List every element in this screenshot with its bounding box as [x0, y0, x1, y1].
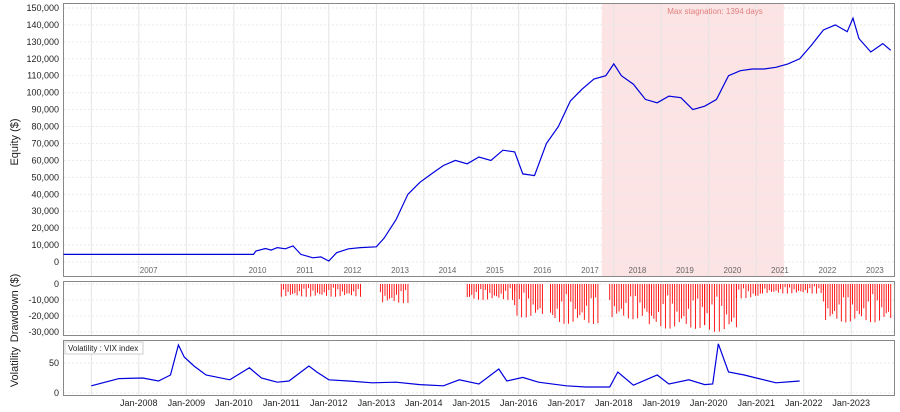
- x-tick-label: Jan-2020: [690, 398, 728, 408]
- year-label: 2019: [676, 266, 694, 275]
- year-label: 2021: [771, 266, 789, 275]
- x-tick-label: Jan-2013: [358, 398, 396, 408]
- volatility-axis-title: Volatility: [9, 346, 21, 387]
- drawdown-tick-label: -20,000: [28, 311, 59, 321]
- x-tick-label: Jan-2014: [405, 398, 443, 408]
- equity-tick-label: 110,000: [27, 71, 59, 81]
- drawdown-tick-label: -10,000: [28, 295, 59, 305]
- equity-axis-title: Equity ($): [9, 118, 21, 165]
- equity-tick-label: 130,000: [26, 37, 59, 47]
- equity-tick-label: 40,000: [31, 189, 59, 199]
- x-tick-label: Jan-2018: [595, 398, 633, 408]
- x-tick-label: Jan-2015: [452, 398, 490, 408]
- equity-tick-label: 100,000: [26, 88, 59, 98]
- equity-tick-label: 60,000: [31, 155, 59, 165]
- drawdown-tick-label: -30,000: [28, 327, 59, 337]
- equity-line: [63, 16, 892, 262]
- stagnation-region: [601, 4, 784, 276]
- equity-tick-label: 30,000: [31, 206, 59, 216]
- year-label: 2016: [534, 266, 552, 275]
- x-tick-label: Jan-2022: [785, 398, 823, 408]
- year-label: 2007: [140, 266, 158, 275]
- x-tick-label: Jan-2011: [263, 398, 300, 408]
- x-tick-label: Jan-2012: [310, 398, 348, 408]
- year-label: 2015: [486, 266, 504, 275]
- drawdown-tick-label: 0: [54, 279, 59, 289]
- equity-tick-label: 20,000: [31, 223, 59, 233]
- drawdown-axis-title: Drawdown ($): [9, 274, 21, 342]
- year-label: 2017: [581, 266, 599, 275]
- x-tick-label: Jan-2019: [642, 398, 680, 408]
- equity-tick-label: 50,000: [31, 172, 59, 182]
- volatility-panel: [63, 340, 895, 396]
- x-tick-label: Jan-2016: [500, 398, 538, 408]
- year-label: 2013: [391, 266, 409, 275]
- volatility-tick-label: 0: [54, 388, 59, 398]
- volatility-legend: Volatility : VIX index: [68, 344, 138, 353]
- x-tick-label: Jan-2010: [215, 398, 253, 408]
- equity-tick-label: 120,000: [26, 54, 59, 64]
- volatility-tick-label: 50: [49, 358, 59, 368]
- equity-tick-label: 150,000: [26, 3, 59, 13]
- equity-tick-label: 0: [54, 257, 59, 267]
- equity-tick-label: 90,000: [31, 105, 59, 115]
- equity-tick-label: 10,000: [31, 240, 59, 250]
- year-label: 2023: [866, 266, 884, 275]
- x-tick-label: Jan-2017: [548, 398, 586, 408]
- equity-tick-label: 140,000: [26, 20, 59, 30]
- vix-line: [91, 343, 800, 388]
- year-label: 2020: [724, 266, 742, 275]
- year-label: 2018: [629, 266, 647, 275]
- year-label: 2011: [296, 266, 314, 275]
- x-tick-label: Jan-2021: [738, 398, 776, 408]
- year-label: 2012: [344, 266, 362, 275]
- equity-tick-label: 80,000: [31, 122, 59, 132]
- year-label: 2010: [249, 266, 267, 275]
- stagnation-annotation: Max stagnation: 1394 days: [667, 7, 763, 16]
- equity-tick-label: 70,000: [31, 138, 59, 148]
- drawdown-panel: [63, 281, 895, 336]
- volatility-legend-box: [64, 341, 144, 355]
- x-tick-label: Jan-2008: [120, 398, 158, 408]
- year-label: 2014: [439, 266, 457, 275]
- year-label: 2022: [819, 266, 837, 275]
- x-tick-label: Jan-2023: [832, 398, 870, 408]
- x-tick-label: Jan-2009: [168, 398, 206, 408]
